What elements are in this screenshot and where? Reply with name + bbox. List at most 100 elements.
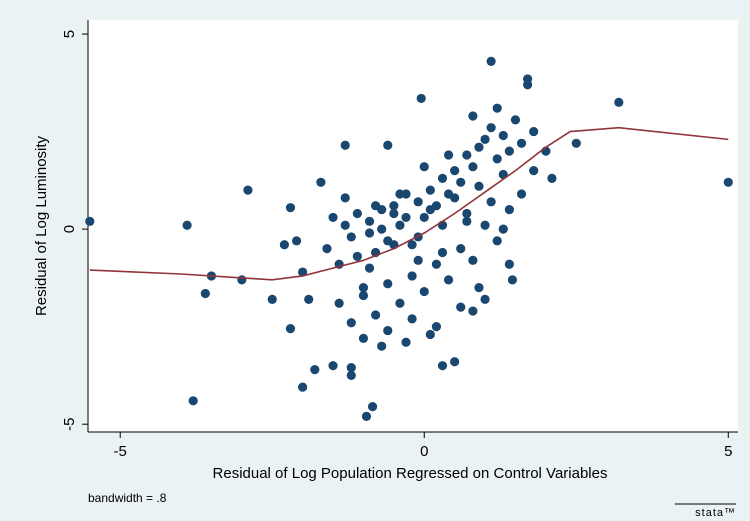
- point: [237, 275, 247, 285]
- point: [298, 267, 308, 277]
- point: [425, 329, 435, 340]
- y-tick-label: -5: [61, 418, 78, 431]
- point: [529, 165, 539, 176]
- y-tick-label: 0: [61, 225, 78, 233]
- point: [383, 279, 393, 289]
- point: [492, 103, 502, 113]
- point: [285, 324, 296, 334]
- point: [367, 402, 378, 412]
- point: [361, 411, 372, 421]
- point: [547, 173, 557, 184]
- point: [407, 240, 417, 250]
- point: [346, 232, 356, 242]
- point: [443, 275, 454, 285]
- point: [328, 361, 338, 371]
- x-tick-label: -5: [114, 443, 127, 460]
- point: [462, 150, 472, 160]
- y-tick-label: 5: [61, 30, 78, 38]
- point: [456, 177, 466, 187]
- point: [291, 236, 302, 246]
- point: [377, 224, 387, 234]
- lowess-line: [89, 126, 729, 281]
- point: [450, 193, 460, 203]
- point: [85, 216, 95, 226]
- point: [462, 216, 472, 226]
- point: [468, 306, 478, 316]
- point: [395, 189, 405, 199]
- point: [486, 56, 496, 66]
- point: [364, 216, 375, 226]
- point: [468, 111, 478, 121]
- point: [529, 126, 539, 137]
- point: [328, 212, 338, 223]
- x-tick-label: 5: [724, 443, 732, 460]
- point: [486, 123, 496, 133]
- point: [450, 165, 460, 176]
- point: [267, 294, 277, 304]
- point: [723, 177, 733, 187]
- point: [498, 130, 508, 141]
- point: [413, 197, 423, 207]
- point: [492, 236, 502, 246]
- point: [340, 140, 350, 150]
- point: [334, 298, 344, 308]
- point: [456, 302, 466, 312]
- point: [352, 208, 362, 219]
- point: [437, 173, 448, 184]
- point: [395, 298, 405, 308]
- point: [425, 205, 435, 215]
- plot-area: [88, 20, 738, 432]
- point: [346, 363, 356, 373]
- point: [498, 224, 508, 234]
- logo: stata™: [695, 507, 736, 519]
- point: [504, 146, 514, 156]
- point: [419, 162, 429, 172]
- point: [468, 162, 478, 172]
- point: [316, 177, 326, 187]
- point: [346, 318, 356, 328]
- point: [188, 396, 198, 406]
- point: [358, 283, 369, 293]
- point: [468, 255, 478, 265]
- point: [377, 341, 387, 351]
- point: [510, 115, 521, 125]
- point: [243, 185, 253, 195]
- point: [480, 134, 490, 144]
- point: [371, 201, 381, 211]
- point: [401, 212, 411, 223]
- point: [504, 205, 514, 215]
- point: [437, 361, 448, 371]
- x-axis-label: Residual of Log Population Regressed on …: [213, 465, 608, 482]
- point: [416, 93, 426, 104]
- y-axis-label: Residual of Log Luminosity: [33, 135, 50, 316]
- point: [480, 220, 490, 230]
- point: [474, 283, 484, 293]
- point: [298, 382, 308, 392]
- point: [571, 138, 581, 148]
- point: [364, 228, 375, 238]
- note: bandwidth = .8: [88, 491, 167, 505]
- point: [340, 193, 350, 203]
- point: [523, 80, 533, 90]
- point: [358, 333, 369, 343]
- point: [407, 271, 417, 281]
- point: [322, 244, 332, 254]
- point: [462, 208, 472, 219]
- point: [364, 263, 375, 273]
- point: [450, 357, 460, 367]
- point: [437, 247, 448, 258]
- point: [200, 288, 210, 299]
- point: [340, 220, 350, 230]
- point: [474, 181, 484, 191]
- point: [383, 325, 393, 336]
- point: [413, 255, 423, 265]
- point: [486, 197, 496, 207]
- point: [516, 189, 527, 199]
- point: [279, 240, 289, 250]
- point: [352, 251, 362, 262]
- point: [474, 142, 484, 152]
- point: [371, 310, 381, 320]
- point: [425, 185, 435, 195]
- point: [516, 138, 527, 148]
